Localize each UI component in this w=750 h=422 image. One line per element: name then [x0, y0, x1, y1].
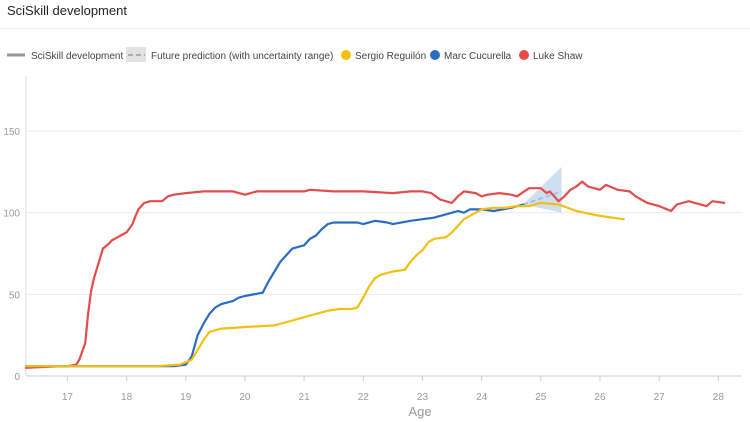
- legend: SciSkill development Future prediction (…: [7, 47, 583, 62]
- legend-item-sciskill[interactable]: SciSkill development: [7, 51, 123, 62]
- x-tick-label: 28: [713, 392, 725, 403]
- y-tick-label: 100: [3, 209, 20, 220]
- legend-item-prediction[interactable]: Future prediction (with uncertainty rang…: [126, 47, 333, 62]
- x-tick-label: 24: [476, 392, 488, 403]
- series-line-luke-shaw[interactable]: [24, 180, 726, 369]
- x-axis: 17 18 19 20 21 22 23 24 25 26 27 28: [62, 376, 724, 403]
- y-tick-label: 150: [3, 127, 20, 138]
- legend-item-shaw[interactable]: Luke Shaw: [519, 50, 583, 62]
- legend-label: Luke Shaw: [533, 51, 583, 62]
- x-tick-label: 19: [180, 392, 192, 403]
- x-tick-label: 18: [121, 392, 133, 403]
- x-axis-label: Age: [408, 404, 431, 419]
- title-divider: [0, 28, 750, 29]
- chart-title: SciSkill development: [7, 3, 127, 18]
- legend-dot-icon: [341, 50, 351, 60]
- x-tick-label: 17: [62, 392, 74, 403]
- x-tick-label: 20: [239, 392, 251, 403]
- series-line-sergio-reguil-n[interactable]: [24, 201, 625, 368]
- legend-label: Marc Cucurella: [444, 51, 512, 62]
- x-tick-label: 27: [654, 392, 666, 403]
- x-tick-label: 26: [594, 392, 606, 403]
- legend-label: Sergio Reguilón: [355, 51, 426, 62]
- y-tick-label: 0: [14, 372, 20, 383]
- legend-label: SciSkill development: [31, 51, 123, 62]
- legend-label: Future prediction (with uncertainty rang…: [151, 51, 333, 62]
- x-tick-label: 21: [299, 392, 311, 403]
- y-tick-label: 50: [9, 290, 21, 301]
- legend-dot-icon: [519, 50, 529, 60]
- x-tick-label: 23: [417, 392, 429, 403]
- series-line-marc-cucurella[interactable]: [24, 203, 525, 368]
- legend-item-cucurella[interactable]: Marc Cucurella: [430, 50, 512, 62]
- prediction-line: [522, 190, 562, 206]
- legend-item-reguilon[interactable]: Sergio Reguilón: [341, 50, 426, 62]
- y-axis: 0 50 100 150: [3, 127, 20, 383]
- x-tick-label: 22: [358, 392, 370, 403]
- grid: [25, 76, 742, 377]
- series-layer: [24, 180, 726, 369]
- legend-dot-icon: [430, 50, 440, 60]
- x-tick-label: 25: [535, 392, 547, 403]
